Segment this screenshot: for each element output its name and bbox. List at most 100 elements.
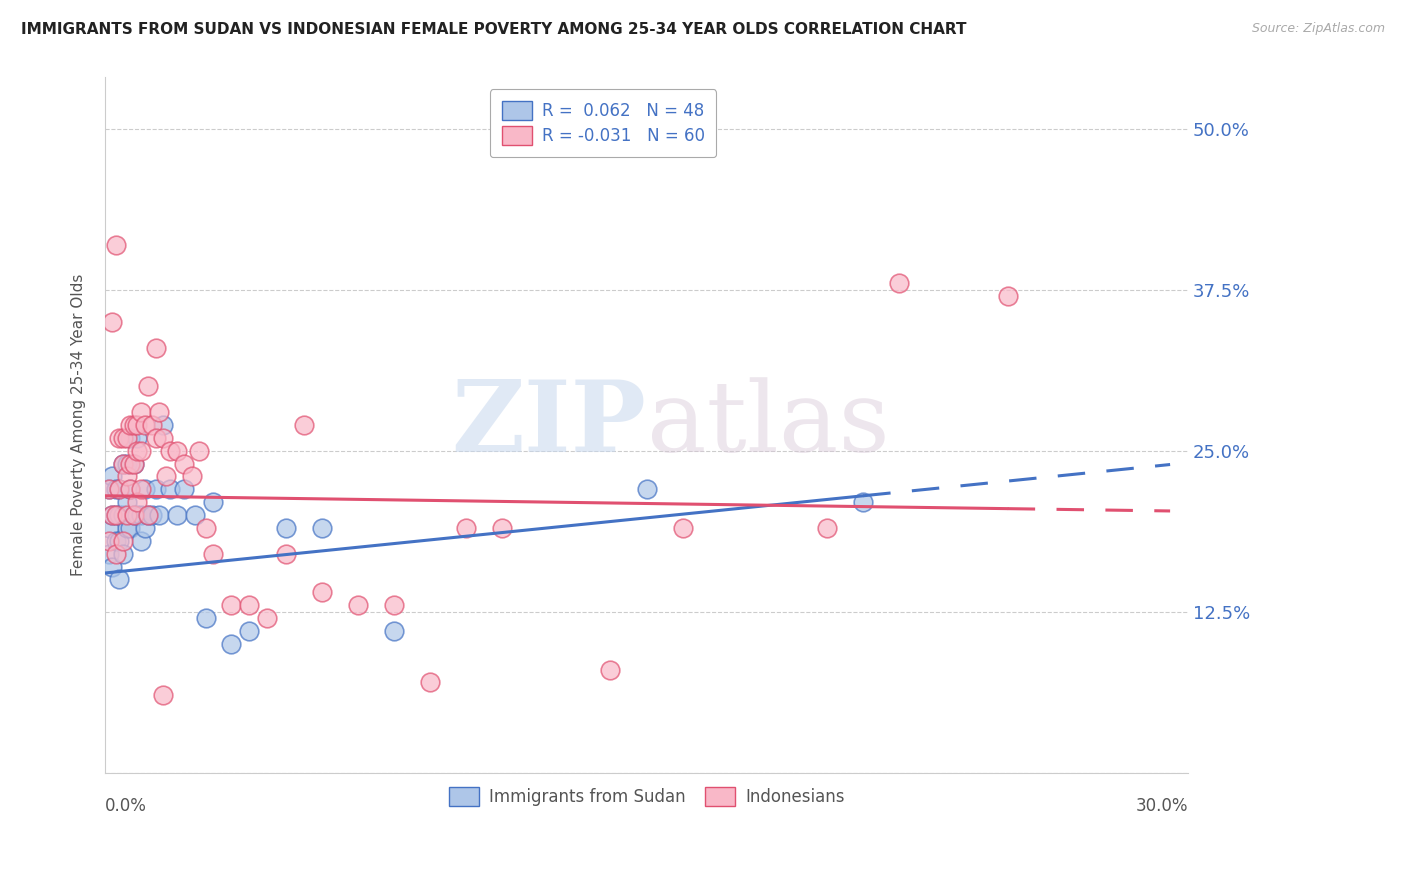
Point	[115, 521, 138, 535]
Point	[134, 483, 156, 497]
Point	[129, 483, 152, 497]
Point	[382, 624, 405, 638]
Point	[997, 289, 1019, 303]
Point	[852, 495, 875, 509]
Point	[672, 521, 695, 535]
Point	[115, 469, 138, 483]
Point	[127, 443, 149, 458]
Point	[274, 547, 297, 561]
Text: 0.0%: 0.0%	[105, 797, 146, 815]
Point	[152, 431, 174, 445]
Point	[122, 457, 145, 471]
Point	[101, 315, 124, 329]
Point	[195, 521, 218, 535]
Text: ZIP: ZIP	[451, 376, 647, 474]
Point	[112, 508, 135, 522]
Point	[141, 417, 163, 432]
Point	[122, 417, 145, 432]
Point	[129, 443, 152, 458]
Text: atlas: atlas	[647, 377, 890, 473]
Point	[311, 585, 333, 599]
Point	[112, 457, 135, 471]
Point	[129, 508, 152, 522]
Point	[104, 547, 127, 561]
Point	[141, 508, 163, 522]
Text: Source: ZipAtlas.com: Source: ZipAtlas.com	[1251, 22, 1385, 36]
Point	[148, 405, 170, 419]
Point	[101, 508, 124, 522]
Point	[145, 341, 167, 355]
Point	[112, 547, 135, 561]
Point	[127, 508, 149, 522]
Point	[159, 443, 181, 458]
Point	[136, 379, 159, 393]
Point	[166, 508, 188, 522]
Point	[221, 637, 243, 651]
Point	[454, 521, 477, 535]
Point	[202, 495, 225, 509]
Point	[238, 624, 260, 638]
Point	[115, 431, 138, 445]
Point	[148, 508, 170, 522]
Point	[184, 508, 207, 522]
Point	[274, 521, 297, 535]
Point	[120, 483, 142, 497]
Point	[815, 521, 838, 535]
Point	[122, 457, 145, 471]
Point	[120, 417, 142, 432]
Point	[195, 611, 218, 625]
Point	[636, 483, 658, 497]
Point	[311, 521, 333, 535]
Point	[491, 521, 513, 535]
Point	[120, 483, 142, 497]
Point	[127, 417, 149, 432]
Point	[122, 508, 145, 522]
Point	[145, 483, 167, 497]
Point	[112, 457, 135, 471]
Point	[599, 663, 621, 677]
Point	[292, 417, 315, 432]
Point	[101, 559, 124, 574]
Point	[104, 508, 127, 522]
Point	[134, 521, 156, 535]
Point	[127, 431, 149, 445]
Point	[120, 431, 142, 445]
Point	[122, 508, 145, 522]
Point	[127, 495, 149, 509]
Point	[129, 533, 152, 548]
Point	[108, 483, 131, 497]
Point	[346, 598, 368, 612]
Point	[238, 598, 260, 612]
Point	[97, 547, 120, 561]
Point	[120, 521, 142, 535]
Point	[108, 573, 131, 587]
Point	[97, 483, 120, 497]
Point	[129, 405, 152, 419]
Point	[166, 443, 188, 458]
Point	[180, 469, 202, 483]
Point	[104, 237, 127, 252]
Legend: Immigrants from Sudan, Indonesians: Immigrants from Sudan, Indonesians	[441, 780, 851, 813]
Point	[173, 457, 195, 471]
Point	[112, 533, 135, 548]
Point	[134, 417, 156, 432]
Point	[136, 508, 159, 522]
Text: IMMIGRANTS FROM SUDAN VS INDONESIAN FEMALE POVERTY AMONG 25-34 YEAR OLDS CORRELA: IMMIGRANTS FROM SUDAN VS INDONESIAN FEMA…	[21, 22, 966, 37]
Point	[152, 688, 174, 702]
Point	[136, 508, 159, 522]
Point	[112, 431, 135, 445]
Point	[155, 469, 177, 483]
Point	[97, 533, 120, 548]
Point	[115, 495, 138, 509]
Point	[173, 483, 195, 497]
Point	[115, 457, 138, 471]
Point	[104, 508, 127, 522]
Y-axis label: Female Poverty Among 25-34 Year Olds: Female Poverty Among 25-34 Year Olds	[72, 274, 86, 576]
Point	[108, 508, 131, 522]
Point	[382, 598, 405, 612]
Text: 30.0%: 30.0%	[1136, 797, 1188, 815]
Point	[159, 483, 181, 497]
Point	[97, 521, 120, 535]
Point	[889, 277, 911, 291]
Point	[108, 431, 131, 445]
